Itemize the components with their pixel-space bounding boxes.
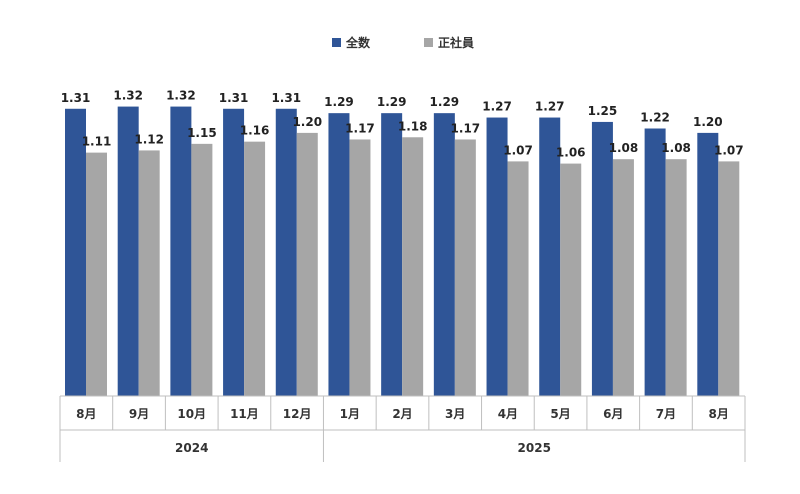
- data-label-total: 1.31: [219, 91, 249, 105]
- legend-swatch-total: [332, 38, 341, 47]
- bar-regular: [612, 159, 634, 396]
- legend-label-total: 全数: [346, 36, 371, 50]
- x-tick-label: 8月: [76, 407, 96, 421]
- data-label-regular: 1.07: [714, 143, 744, 157]
- data-label-total: 1.20: [693, 115, 723, 129]
- bar-total: [381, 113, 403, 397]
- data-label-total: 1.29: [324, 95, 354, 109]
- bar-regular: [244, 141, 266, 396]
- x-tick-label: 4月: [498, 407, 518, 421]
- data-label-regular: 1.16: [240, 124, 270, 138]
- group-label-2025: 2025: [518, 441, 551, 455]
- x-tick-label: 9月: [129, 407, 149, 421]
- bar-total: [486, 117, 508, 396]
- legend-item-total: 全数: [332, 34, 370, 51]
- x-tick-label: 8月: [708, 407, 728, 421]
- x-tick-label: 3月: [445, 407, 465, 421]
- legend-item-regular: 正社員: [424, 34, 474, 51]
- data-label-regular: 1.17: [345, 121, 375, 135]
- data-label-regular: 1.11: [82, 135, 112, 149]
- x-tick-label: 1月: [340, 407, 360, 421]
- data-label-regular: 1.18: [398, 119, 428, 133]
- x-tick-label: 10月: [177, 407, 206, 421]
- x-tick-label: 11月: [230, 407, 259, 421]
- x-tick-label: 2月: [392, 407, 412, 421]
- data-label-total: 1.27: [482, 100, 512, 114]
- bar-regular: [402, 137, 424, 396]
- data-label-total: 1.29: [377, 95, 407, 109]
- data-label-total: 1.22: [640, 111, 670, 125]
- bar-total: [275, 108, 297, 396]
- bar-regular: [296, 132, 318, 396]
- data-label-regular: 1.20: [292, 115, 322, 129]
- data-label-total: 1.29: [430, 95, 460, 109]
- data-label-total: 1.27: [535, 100, 565, 114]
- bar-regular: [191, 143, 213, 396]
- bar-regular: [718, 161, 740, 396]
- bar-total: [539, 117, 561, 396]
- group-label-2024: 2024: [175, 441, 208, 455]
- bar-regular: [349, 139, 371, 396]
- legend: 全数 正社員: [0, 34, 800, 54]
- bar-total: [170, 106, 192, 397]
- bar-total: [644, 128, 666, 396]
- x-tick-label: 12月: [283, 407, 312, 421]
- data-label-regular: 1.08: [609, 141, 639, 155]
- data-label-total: 1.32: [166, 89, 196, 103]
- bar-regular: [138, 150, 160, 396]
- data-label-regular: 1.08: [661, 141, 691, 155]
- bar-total: [697, 132, 719, 396]
- legend-label-regular: 正社員: [438, 36, 475, 50]
- data-label-total: 1.31: [271, 91, 301, 105]
- data-label-total: 1.25: [588, 104, 618, 118]
- data-label-regular: 1.12: [134, 132, 164, 146]
- bar-regular: [665, 159, 687, 396]
- bar-regular: [86, 152, 107, 396]
- data-label-regular: 1.07: [503, 143, 533, 157]
- x-tick-label: 6月: [603, 407, 623, 421]
- data-label-total: 1.31: [61, 91, 91, 105]
- legend-swatch-regular: [424, 38, 433, 47]
- bar-regular: [560, 163, 582, 396]
- bar-total: [117, 106, 139, 397]
- x-tick-label: 7月: [656, 407, 676, 421]
- bar-total: [328, 113, 350, 397]
- data-label-regular: 1.15: [187, 126, 217, 140]
- bar-total: [65, 108, 86, 396]
- bar-total: [433, 113, 455, 397]
- bar-regular: [454, 139, 476, 396]
- data-label-regular: 1.06: [556, 146, 586, 160]
- data-label-regular: 1.17: [451, 121, 481, 135]
- bar-total: [591, 121, 613, 396]
- data-label-total: 1.32: [113, 89, 143, 103]
- x-tick-label: 5月: [550, 407, 570, 421]
- bar-total: [223, 108, 245, 396]
- bar-regular: [507, 161, 529, 396]
